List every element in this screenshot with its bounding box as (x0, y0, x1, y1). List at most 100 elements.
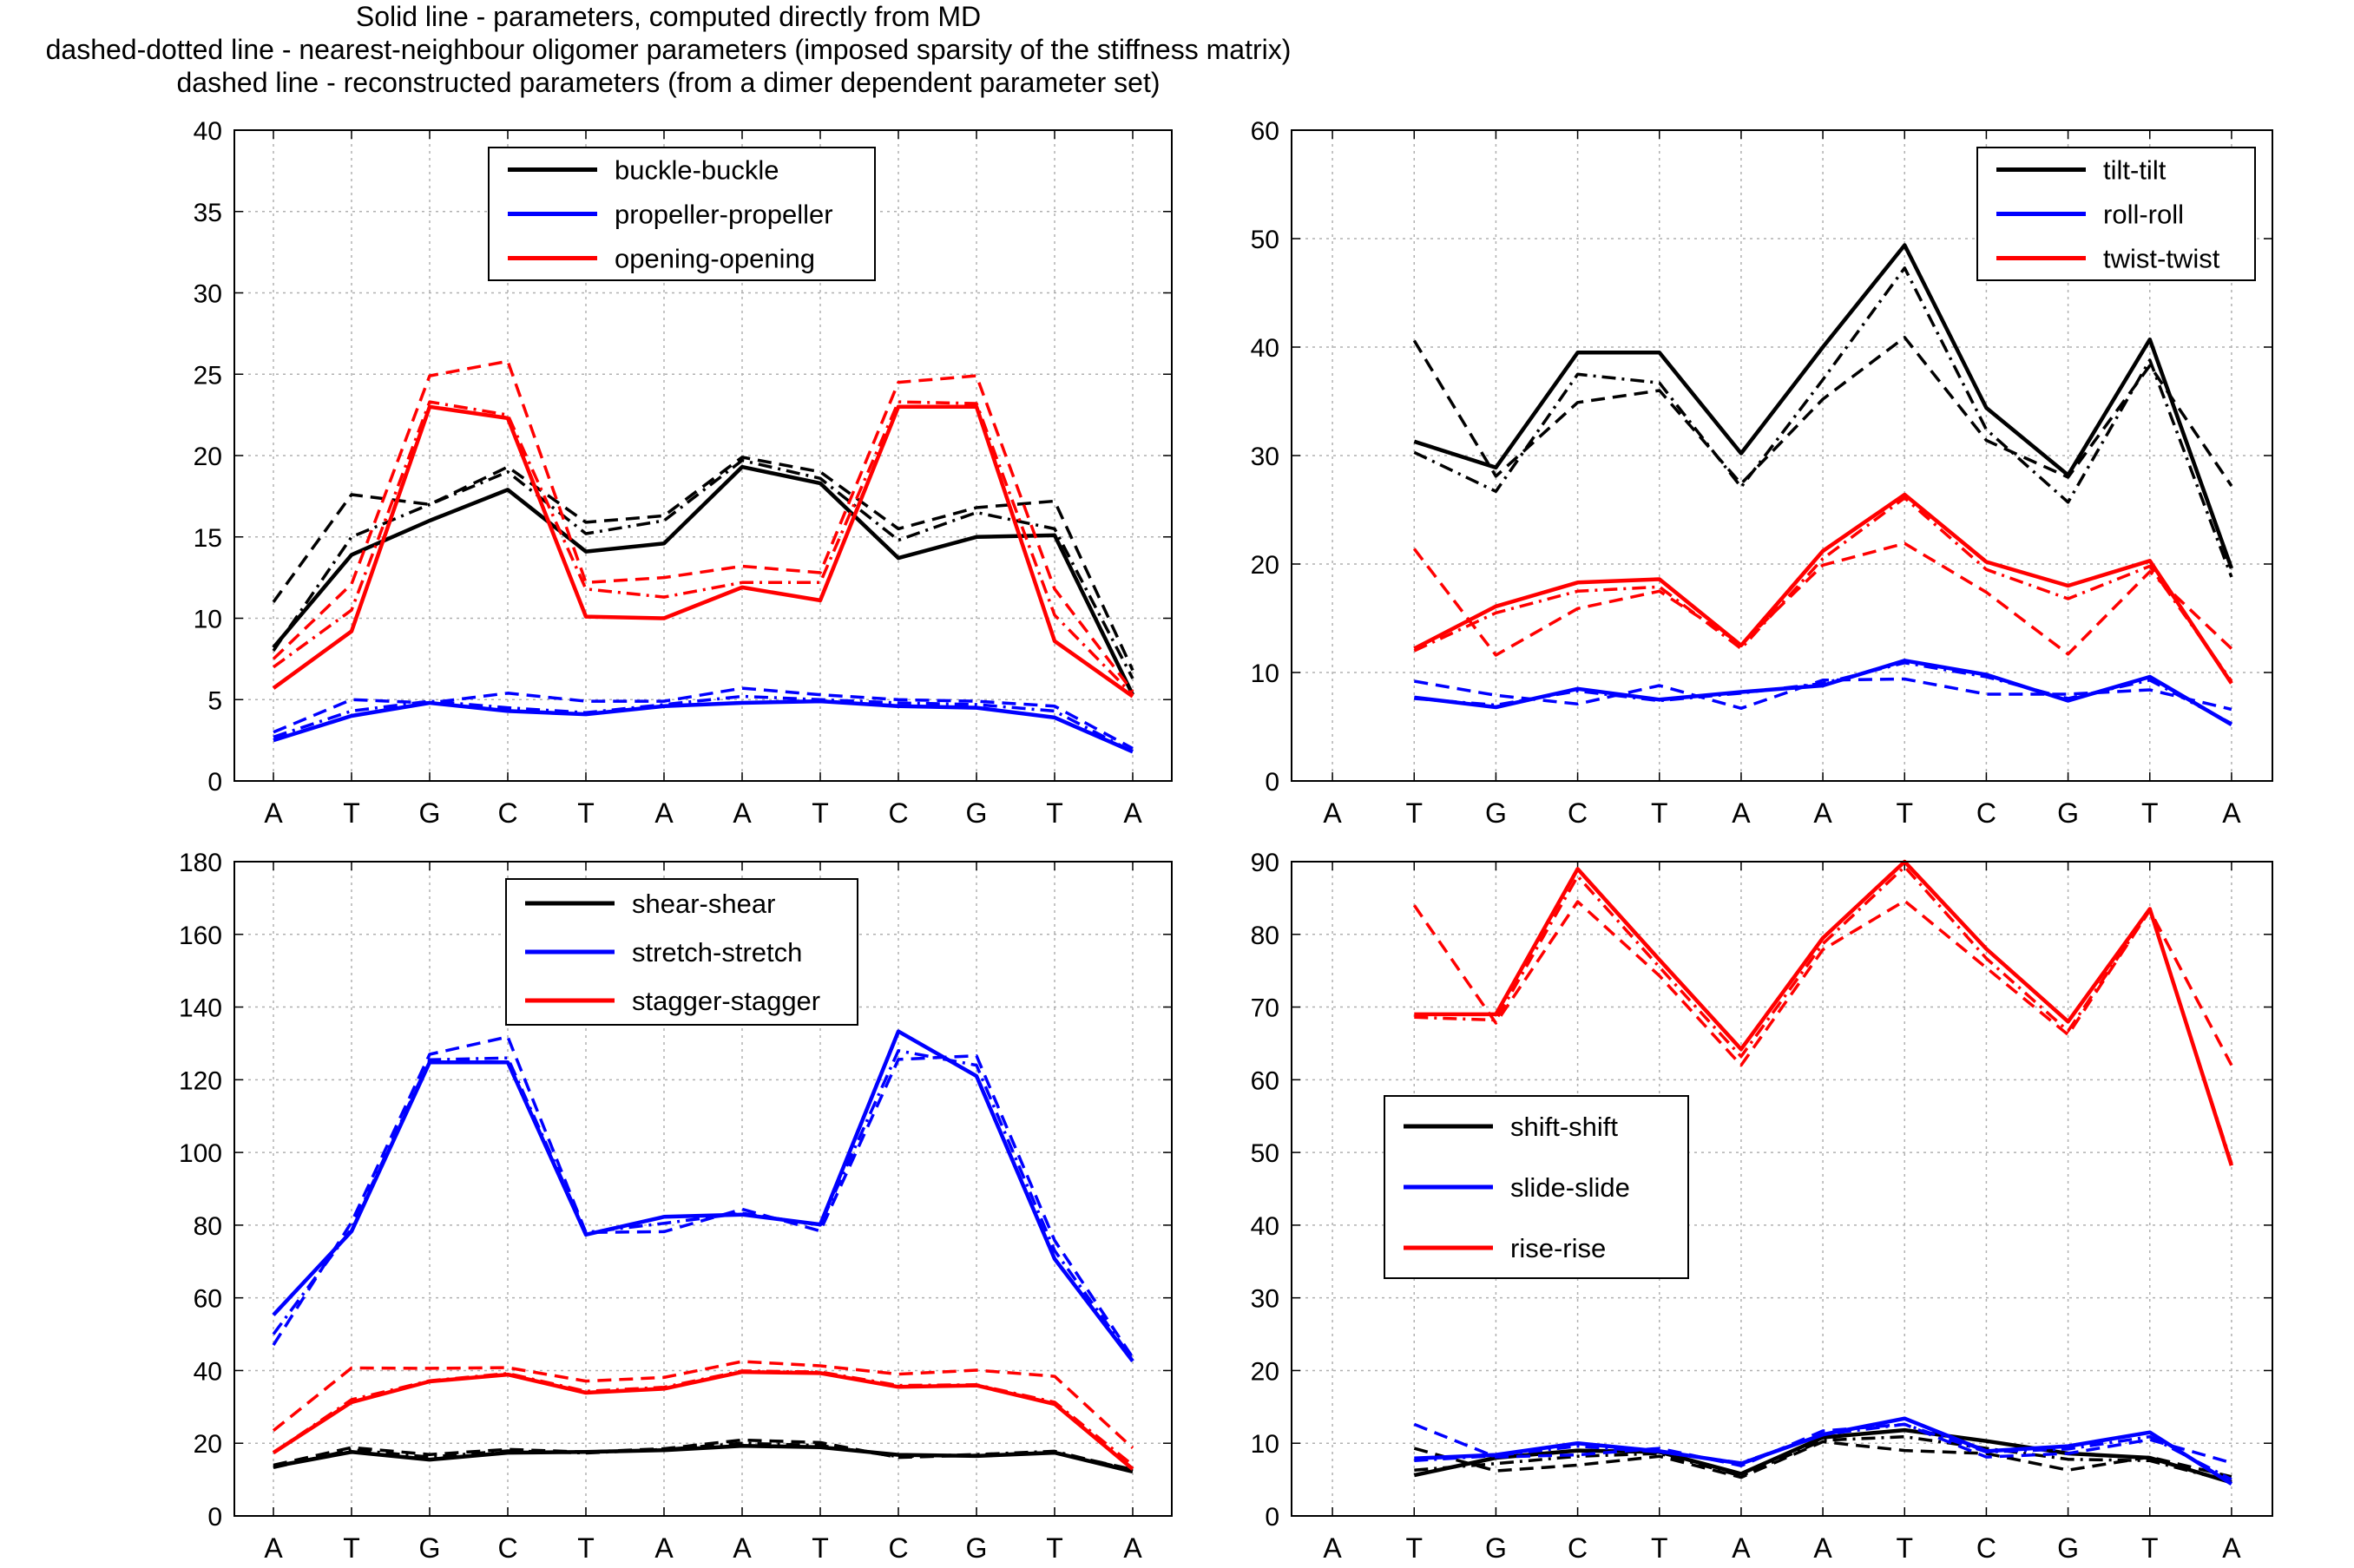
series-line-red-dashed (1412, 899, 2233, 1067)
y-tick-label: 30 (194, 280, 222, 309)
legend: buckle-buckle propeller-propeller opening-… (488, 147, 876, 281)
x-tick-label: C (1568, 797, 1588, 829)
y-tick-label: 30 (1251, 1285, 1279, 1314)
y-tick-label: 60 (194, 1285, 222, 1314)
axes-frame (233, 129, 1173, 782)
series-line-black-dashed (1413, 1440, 2232, 1479)
x-tick-label: A (1323, 797, 1342, 829)
y-tick-label: 25 (194, 361, 222, 390)
x-tick-label: T (1896, 797, 1913, 829)
y-tick-label: 100 (179, 1139, 222, 1168)
x-tick-label: T (343, 1532, 360, 1564)
legend-label-propeller-propeller: propeller-propeller (615, 200, 833, 230)
y-tick-label: 10 (1251, 1430, 1279, 1459)
series-line-black-dashed (1412, 336, 2233, 487)
x-tick-label: T (343, 797, 360, 829)
y-tick-label: 20 (194, 1430, 222, 1459)
x-tick-label: T (1405, 797, 1423, 829)
y-tick-label: 160 (179, 922, 222, 950)
x-tick-label: G (419, 1532, 441, 1564)
series-line-black-dashdot (1414, 1434, 2232, 1484)
series-line-blue-dashdot (1414, 661, 2232, 725)
x-tick-label: A (1732, 797, 1751, 829)
y-tick-label: 50 (1251, 226, 1279, 254)
x-tick-label: A (264, 797, 283, 829)
y-tick-label: 10 (1251, 659, 1279, 688)
legend-label-stagger-stagger: stagger-stagger (632, 986, 820, 1016)
x-tick-label: A (733, 1532, 752, 1564)
series-line-black-dashdot (1413, 266, 2233, 578)
header-line-1: Solid line - parameters, computed direct… (355, 1, 982, 32)
axes-frame (233, 861, 1173, 1517)
x-tick-label: C (888, 1532, 908, 1564)
y-tick-label: 60 (1251, 1066, 1279, 1095)
y-tick-label: 0 (1265, 1503, 1279, 1532)
legend: tilt-tilt roll-roll twist-twist (1976, 147, 2256, 281)
x-tick-label: T (577, 1532, 595, 1564)
series-line-blue-solid (1414, 1416, 2233, 1486)
y-tick-label: 180 (179, 849, 222, 877)
y-tick-label: 5 (207, 686, 222, 715)
x-tick-label: T (1651, 1532, 1668, 1564)
y-tick-label: 0 (1265, 768, 1279, 797)
y-tick-label: 120 (179, 1066, 222, 1095)
x-tick-label: T (577, 797, 595, 829)
series-line-black-solid (1413, 1427, 2232, 1485)
y-tick-label: 80 (1251, 922, 1279, 950)
x-tick-label: G (1485, 1532, 1507, 1564)
y-tick-label: 140 (179, 994, 222, 1023)
series-line-blue-dashdot (272, 1049, 1134, 1361)
x-tick-label: T (1405, 1532, 1423, 1564)
series-line-black-dashed (272, 456, 1134, 672)
y-tick-label: 40 (1251, 334, 1279, 363)
x-tick-label: A (264, 1532, 283, 1564)
y-tick-label: 0 (207, 768, 222, 797)
x-tick-label: C (497, 797, 517, 829)
series-line-red-dashed (1412, 541, 2233, 657)
y-tick-label: 0 (207, 1503, 222, 1532)
series-line-blue-dashed (272, 1035, 1134, 1359)
header-line-2: dashed-dotted line - nearest-neighbour o… (45, 34, 1292, 65)
x-tick-label: G (2057, 797, 2079, 829)
y-tick-label: 50 (1251, 1139, 1279, 1168)
y-tick-label: 20 (194, 443, 222, 471)
y-tick-label: 30 (1251, 443, 1279, 471)
x-tick-label: G (2057, 1532, 2079, 1564)
axes-frame (1291, 861, 2273, 1517)
header-line-3: dashed line - reconstructed parameters (… (176, 67, 1161, 98)
x-tick-label: A (2222, 1532, 2241, 1564)
x-tick-label: A (654, 1532, 674, 1564)
x-tick-label: T (2141, 797, 2159, 829)
legend-label-stretch-stretch: stretch-stretch (632, 937, 802, 968)
x-tick-label: G (1485, 797, 1507, 829)
series-line-red-dashdot (1413, 496, 2233, 683)
series-line-black-solid (272, 464, 1135, 696)
x-tick-label: G (966, 797, 988, 829)
series-line-red-dashed (272, 359, 1134, 692)
axes-frame (1291, 129, 2273, 782)
legend-label-twist-twist: twist-twist (2103, 244, 2220, 274)
x-tick-label: A (654, 797, 674, 829)
panel-top-left: 0 5 10 15 20 25 30 35 40 A T G C T A A T C G T Abuckle-buckl… (194, 117, 1173, 829)
legend: shift-shift slide-slide rise-rise (1384, 1095, 1689, 1279)
legend-label-shear-shear: shear-shear (632, 889, 775, 919)
x-tick-label: T (2141, 1532, 2159, 1564)
y-tick-label: 60 (1251, 117, 1279, 146)
x-tick-label: A (1123, 1532, 1142, 1564)
x-tick-label: C (1976, 1532, 1996, 1564)
y-tick-label: 15 (194, 524, 222, 553)
legend-label-rise-rise: rise-rise (1510, 1233, 1606, 1263)
series-line-black-dashdot (272, 458, 1134, 679)
series-line-blue-dashdot (1414, 1422, 2232, 1481)
legend-label-buckle-buckle: buckle-buckle (615, 155, 779, 186)
x-tick-label: A (1813, 1532, 1832, 1564)
x-tick-label: C (1976, 797, 1996, 829)
series-line-red-dashed (272, 1360, 1134, 1449)
x-tick-label: C (1568, 1532, 1588, 1564)
figure-header: Solid line - parameters, computed direct… (0, 0, 1337, 99)
x-tick-label: T (1046, 797, 1063, 829)
x-tick-label: T (812, 797, 829, 829)
x-tick-label: A (1813, 797, 1832, 829)
series-line-black-dashed (273, 1438, 1134, 1472)
